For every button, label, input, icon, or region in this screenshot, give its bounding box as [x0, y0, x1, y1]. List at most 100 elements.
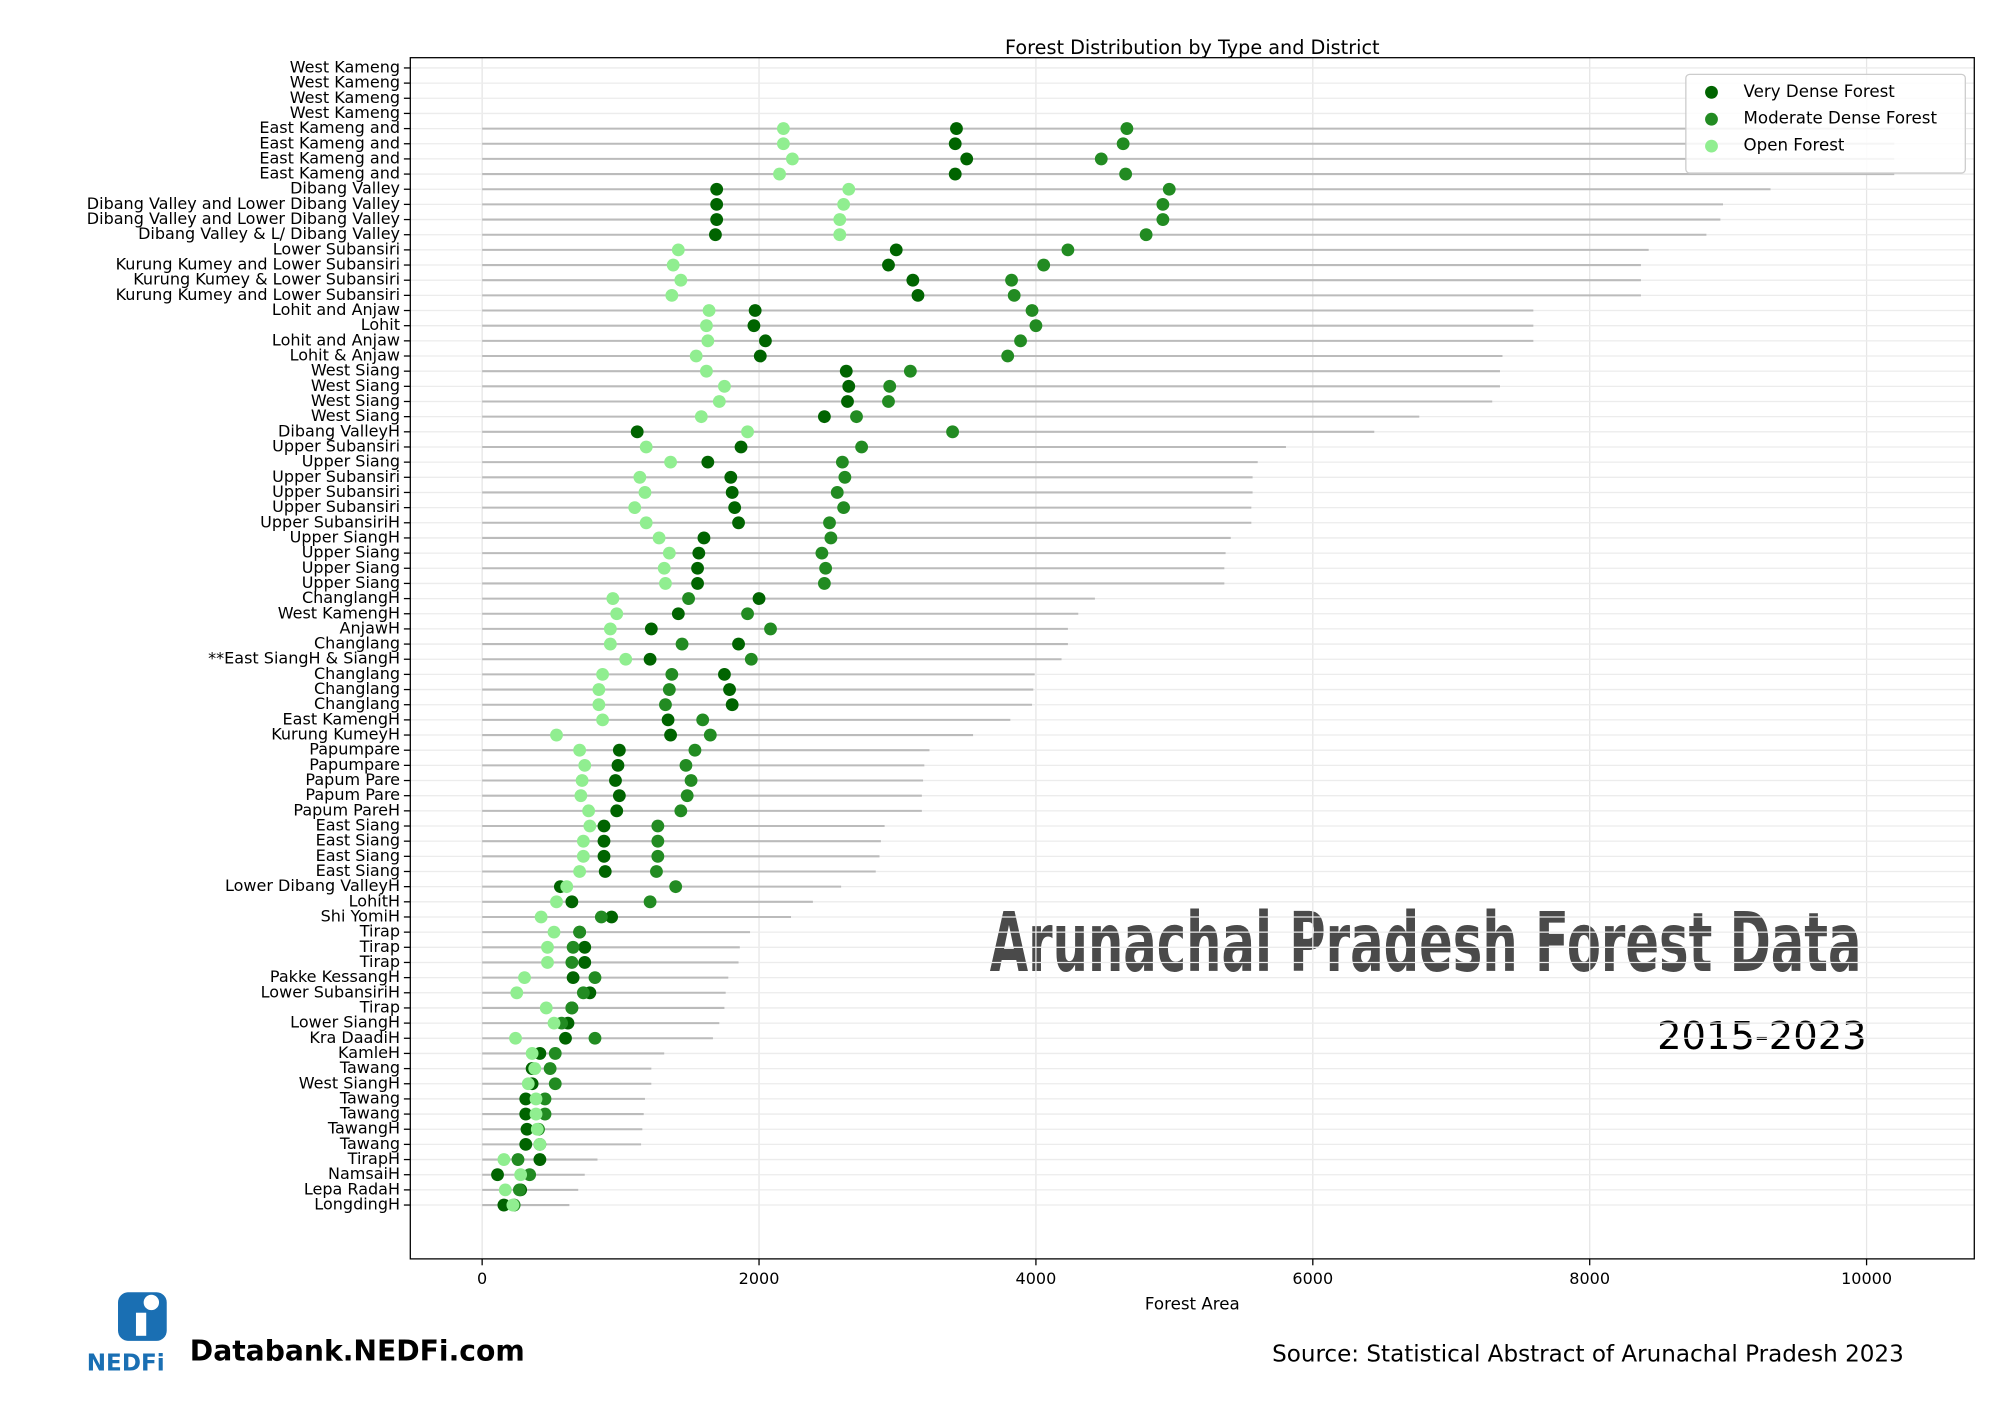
dot: [566, 971, 580, 985]
dot: [510, 986, 524, 1000]
y-tick-label: Dibang Valley & L/ Dibang Valley: [138, 224, 400, 243]
years: 2015-2023: [1657, 1014, 1867, 1059]
dot: [519, 1137, 533, 1151]
dot: [764, 622, 777, 636]
dot: [525, 1047, 539, 1060]
dot: [669, 880, 683, 894]
dot: [520, 1122, 534, 1136]
dot: [1061, 243, 1075, 257]
chart-title: Forest Distribution by Type and District: [1005, 36, 1380, 59]
y-tick-label: Tirap: [359, 937, 400, 956]
y-tick-label: Upper Siang: [302, 573, 400, 592]
dot: [652, 531, 666, 545]
dot: [575, 774, 589, 787]
dot: [592, 683, 606, 696]
y-tick-label: Tirap: [359, 997, 400, 1016]
dot: [1094, 152, 1108, 166]
dot: [837, 197, 851, 211]
dot: [491, 1168, 504, 1182]
dot: [817, 410, 831, 424]
dot: [837, 501, 851, 515]
y-tick-label: Changlang: [314, 694, 400, 713]
dot: [728, 501, 742, 515]
dot: [753, 349, 767, 363]
dot: [523, 1168, 537, 1182]
dot: [701, 455, 715, 469]
y-tick-label: Upper Siang: [302, 452, 400, 471]
logo: NEDFi: [87, 1292, 167, 1377]
dot: [682, 592, 695, 605]
dot: [725, 486, 739, 499]
dot: [838, 470, 852, 484]
y-tick-label: West Siang: [311, 376, 400, 395]
dot: [718, 379, 731, 393]
dot: [1005, 273, 1018, 287]
dot: [1029, 319, 1043, 333]
dot: [606, 592, 620, 605]
dot: [543, 1062, 557, 1075]
logo-text: NEDFi: [87, 1351, 165, 1377]
y-tick-label: Kurung Kumey & Lower Subansiri: [133, 270, 400, 289]
dot: [1001, 349, 1015, 363]
dot: [680, 789, 694, 803]
y-tick-label: Upper SubansiriH: [260, 512, 400, 531]
y-tick-label: Lohit & Anjaw: [290, 346, 400, 365]
dot: [1139, 228, 1153, 242]
logo-dot: [143, 1294, 160, 1311]
dot: [850, 410, 863, 424]
dot: [664, 455, 677, 469]
dot: [651, 834, 665, 848]
dot: [776, 122, 790, 135]
dot: [597, 819, 611, 833]
dot: [560, 880, 574, 894]
y-tick-label: West Siang: [311, 361, 400, 380]
y-tick-label: Upper Siang: [302, 558, 400, 577]
dot: [906, 273, 920, 287]
dot: [661, 713, 675, 727]
dot: [578, 758, 592, 772]
dot: [666, 258, 680, 272]
y-tick-label: West Kameng: [290, 88, 400, 107]
dot: [732, 516, 745, 530]
y-tick-label: Papumpare: [309, 740, 400, 759]
dot: [744, 652, 758, 666]
dot: [748, 304, 762, 317]
dot: [839, 364, 853, 378]
dot: [701, 334, 715, 348]
dot: [703, 728, 717, 742]
y-tick-label: LongdingH: [314, 1195, 400, 1214]
dot: [948, 167, 962, 181]
dot: [911, 288, 925, 302]
y-tick-label: Lower SiangH: [290, 1013, 400, 1032]
dot: [758, 334, 772, 348]
y-tick-label: Changlang: [314, 634, 400, 653]
dot: [710, 197, 724, 211]
y-tick-label: Kurung KumeyH: [271, 725, 400, 744]
dot: [752, 592, 766, 605]
y-tick-label: Changlang: [314, 679, 400, 698]
x-axis-label: Forest Area: [1145, 1295, 1240, 1314]
dot: [550, 728, 563, 742]
dot: [548, 1047, 562, 1060]
dot: [644, 622, 658, 636]
dot: [841, 395, 854, 408]
dot: [651, 849, 665, 863]
y-tick-label: Upper Siang: [302, 543, 400, 562]
x-tick-label: 10000: [1841, 1269, 1892, 1288]
y-tick-label: Tirap: [359, 952, 400, 971]
x-tick-label: 8000: [1569, 1269, 1610, 1288]
y-tick-label: Dibang Valley and Lower Dibang Valley: [87, 209, 400, 228]
dot: [842, 379, 856, 393]
dot: [823, 516, 836, 530]
logo-bar: [135, 1312, 147, 1336]
y-tick-label: Lower Subansiri: [273, 239, 400, 258]
y-tick-label: West Siang: [311, 391, 400, 410]
dot: [734, 440, 748, 454]
dot: [709, 228, 722, 242]
dot: [538, 1092, 552, 1106]
dot: [498, 1183, 512, 1197]
legend: Very Dense Forest Moderate Dense Forest Op…: [1685, 73, 1966, 174]
dot: [691, 561, 704, 575]
y-tick-label: Papum PareH: [293, 800, 400, 819]
dot: [610, 607, 624, 621]
